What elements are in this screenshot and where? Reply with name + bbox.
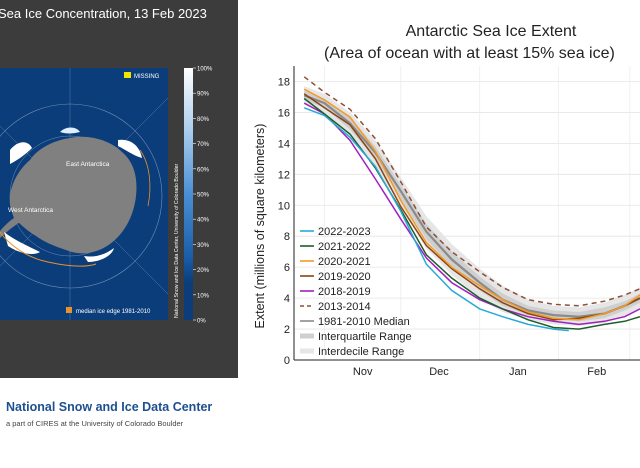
antarctica-land	[9, 136, 137, 254]
legend-label: 2013-2014	[318, 301, 371, 313]
colorbar-tick-label: 90%	[197, 92, 210, 98]
median-edge-swatch	[66, 307, 72, 313]
series-line-2020-2021	[303, 88, 640, 321]
legend-label: Interquartile Range	[318, 331, 412, 343]
x-tick-label: Jan	[509, 366, 527, 378]
org-name-link[interactable]: National Snow and Ice Data Center	[6, 400, 213, 414]
series-line-2021-2022	[303, 97, 640, 330]
legend-label: 2019-2020	[318, 271, 371, 283]
plot-area: 024681012141618NovDecJanFebMar2022-20232…	[278, 66, 640, 378]
ice-coast-east	[118, 139, 142, 158]
colorbar-tick-label: 20%	[197, 268, 210, 274]
series-line-2018-2019	[303, 102, 640, 326]
y-tick-label: 8	[284, 231, 290, 243]
colorbar-tick-label: 100%	[197, 67, 213, 73]
chart-title: Antarctic Sea Ice Extent	[406, 23, 577, 40]
region-west: West Antarctica	[8, 207, 53, 214]
org-subtitle: a part of CIRES at the University of Col…	[6, 419, 184, 428]
y-tick-label: 0	[284, 355, 290, 367]
median-edge-label: median ice edge 1981-2010	[76, 309, 151, 315]
region-east-line1: East Antarctica	[66, 161, 110, 168]
median-ice-edge	[0, 231, 97, 267]
ice-coast-west	[10, 142, 32, 164]
legend-label: 2018-2019	[318, 286, 371, 298]
y-axis-label: Extent (millions of square kilometers)	[253, 124, 267, 329]
map-credit: National Snow and Ice Data Center, Unive…	[174, 163, 180, 318]
colorbar-tick-label: 10%	[197, 293, 210, 299]
y-tick-label: 18	[278, 76, 290, 88]
colorbar-tick-label: 60%	[197, 167, 210, 173]
series-line-2013-2014	[303, 76, 640, 307]
legend-label: 1981-2010 Median	[318, 316, 410, 328]
ice-weddell	[4, 232, 40, 254]
legend-label: 2021-2022	[318, 241, 371, 253]
colorbar-ticks: 100% 90% 80% 70% 60% 50% 40% 30% 20% 10% 0%	[193, 67, 213, 325]
legend-label: Interdecile Range	[318, 346, 404, 358]
series-line-2022-2023	[303, 107, 569, 332]
chart-subtitle: (Area of ocean with at least 15% sea ice…	[324, 45, 615, 62]
y-tick-label: 4	[284, 293, 290, 305]
legend-label: 2022-2023	[318, 226, 371, 238]
colorbar-tick-label: 70%	[197, 142, 210, 148]
ice-ross	[84, 248, 114, 262]
colorbar-tick-label: 0%	[197, 319, 206, 325]
missing-label: MISSING	[134, 74, 160, 80]
sea-ice-extent-chart: Antarctic Sea Ice Extent (Area of ocean …	[253, 23, 640, 378]
y-tick-label: 16	[278, 107, 290, 119]
sea-ice-map: East Antarctica West Antarctica MISSING …	[0, 67, 213, 325]
x-tick-label: Feb	[587, 366, 606, 378]
y-tick-label: 12	[278, 169, 290, 181]
colorbar	[184, 68, 193, 320]
colorbar-tick-label: 40%	[197, 218, 210, 224]
map-title: Sea Ice Concentration, 13 Feb 2023	[0, 6, 207, 21]
x-tick-label: Nov	[353, 366, 373, 378]
x-tick-label: Dec	[429, 366, 449, 378]
colorbar-tick-label: 50%	[197, 193, 210, 199]
legend-label: 2020-2021	[318, 256, 371, 268]
median-ice-edge-east	[139, 149, 151, 207]
sea-ice-map-panel: East Antarctica West Antarctica MISSING …	[0, 0, 238, 378]
missing-swatch	[124, 72, 131, 78]
colorbar-tick-label: 30%	[197, 243, 210, 249]
y-tick-label: 2	[284, 324, 290, 336]
y-tick-label: 10	[278, 200, 290, 212]
y-tick-label: 6	[284, 262, 290, 274]
footer: National Snow and Ice Data Center a part…	[0, 378, 640, 468]
ice-north	[60, 127, 80, 134]
colorbar-tick-label: 80%	[197, 117, 210, 123]
y-tick-label: 14	[278, 138, 290, 150]
